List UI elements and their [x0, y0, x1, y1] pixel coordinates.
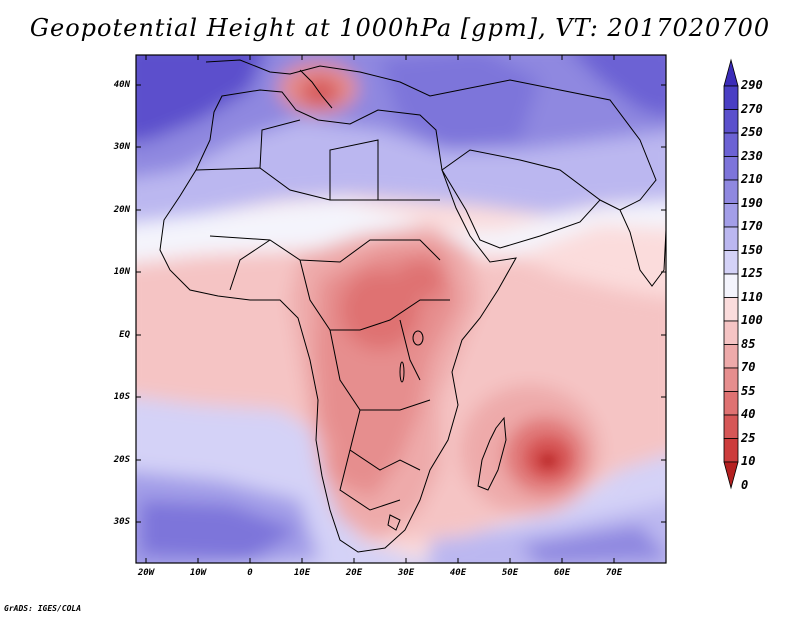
lat-label-30s: 30S	[113, 517, 130, 527]
lon-label-50e: 50E	[501, 568, 519, 578]
lon-label-40e: 40E	[449, 568, 467, 578]
plot-frame	[135, 54, 667, 564]
colorbar-label: 70	[741, 360, 756, 374]
colorbar-swatch	[723, 414, 739, 439]
colorbar-label: 110	[741, 289, 763, 304]
colorbar-label: 0	[741, 477, 749, 492]
colorbar-label: 190	[741, 195, 763, 210]
colorbar-label: 125	[741, 266, 763, 280]
lon-label-30e: 30E	[397, 568, 415, 578]
lat-label-20n: 20N	[113, 205, 130, 215]
lon-label-0: 0	[247, 568, 253, 578]
colorbar-label: 55	[741, 383, 756, 398]
colorbar-label: 100	[741, 313, 763, 327]
lon-label-70e: 70E	[605, 568, 623, 578]
colorbar-label: 10	[741, 454, 756, 468]
colorbar-label: 150	[741, 242, 763, 257]
colorbar-swatch	[723, 226, 739, 251]
colorbar-bottom-arrow	[723, 461, 739, 490]
colorbar-swatch	[723, 85, 739, 110]
height-field	[136, 55, 666, 563]
colorbar-label: 85	[741, 336, 756, 351]
colorbar-label: 230	[741, 148, 763, 163]
colorbar-label: 270	[741, 101, 763, 116]
lat-ticks	[136, 84, 666, 523]
lat-label-40n: 40N	[113, 80, 130, 90]
colorbar-swatch	[723, 344, 739, 369]
lon-label-60e: 60E	[553, 568, 571, 578]
lat-label-10s: 10S	[113, 392, 130, 402]
credit-text: GrADS: IGES/COLA	[4, 604, 82, 613]
lon-label-20e: 20E	[345, 568, 363, 578]
colorbar-label: 210	[741, 172, 763, 186]
colorbar-swatch	[723, 438, 739, 463]
lon-label-10w: 10W	[189, 568, 207, 578]
colorbar-swatch	[723, 320, 739, 345]
colorbar-label: 25	[741, 430, 756, 445]
colorbar-top-arrow	[723, 58, 739, 87]
colorbar-swatch	[723, 132, 739, 157]
lat-label-20s: 20S	[113, 455, 130, 465]
colorbar-swatch	[723, 297, 739, 322]
lat-label-10n: 10N	[113, 267, 130, 277]
lon-ticks	[145, 55, 615, 563]
colorbar-swatch	[723, 367, 739, 392]
map-title: Geopotential Height at 1000hPa [gpm], VT…	[29, 14, 771, 42]
colorbar-label: 290	[741, 78, 763, 92]
colorbar-label: 250	[741, 125, 763, 139]
colorbar-swatch	[723, 179, 739, 204]
lat-label-30n: 30N	[113, 142, 130, 152]
colorbar-label: 170	[741, 219, 763, 233]
colorbar-label: 40	[741, 407, 756, 421]
lat-label-eq: EQ	[119, 330, 130, 340]
colorbar-swatch	[723, 109, 739, 134]
colorbar	[723, 58, 739, 490]
lon-label-10e: 10E	[293, 568, 311, 578]
colorbar-swatch	[723, 250, 739, 275]
lon-label-20w: 20W	[137, 568, 155, 578]
coastlines	[159, 59, 666, 553]
colorbar-swatch	[723, 156, 739, 181]
colorbar-swatch	[723, 203, 739, 228]
colorbar-swatch	[723, 273, 739, 298]
colorbar-swatch	[723, 391, 739, 416]
